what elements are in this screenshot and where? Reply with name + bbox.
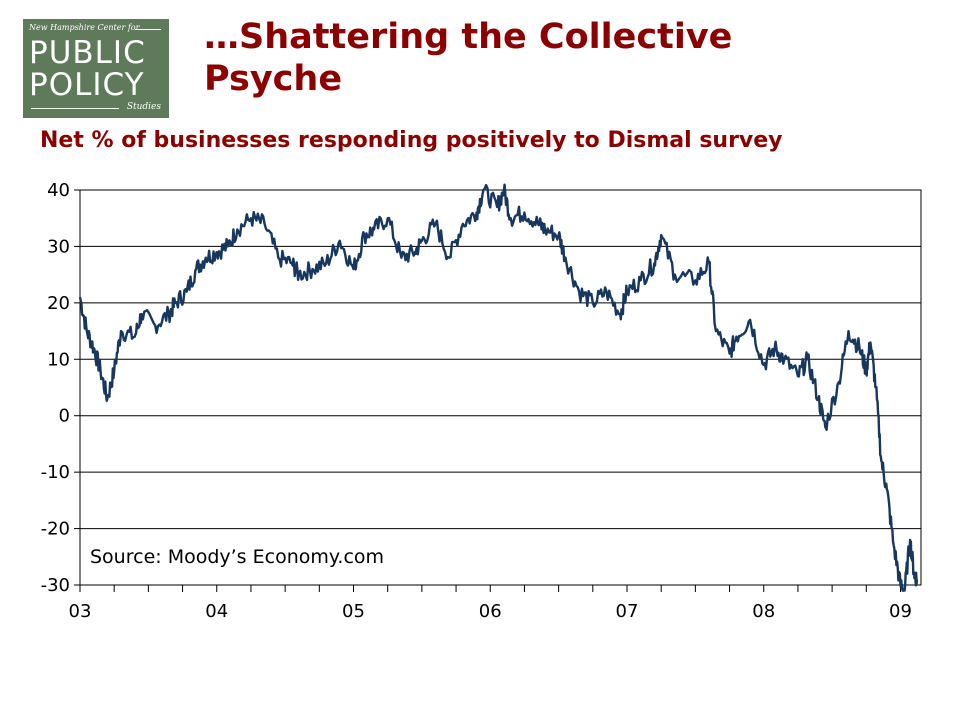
x-tick-label: 09 [889, 601, 912, 622]
x-tick-label: 07 [616, 601, 639, 622]
x-tick-label: 04 [205, 601, 228, 622]
slide-title: …Shattering the Collective Psyche [204, 17, 733, 99]
logo-top-text: New Hampshire Center for [29, 23, 140, 32]
logo-rule-bottom [31, 108, 119, 109]
logo: New Hampshire Center for PUBLIC POLICY S… [23, 19, 169, 118]
y-tick-label: -10 [41, 462, 70, 483]
y-tick-label: 20 [47, 293, 70, 314]
y-tick-label: 30 [47, 236, 70, 257]
y-tick-label: 0 [59, 406, 70, 427]
y-axis: 40 30 20 10 0 -10 -20 -30 [41, 180, 80, 596]
source-annotation: Source: Moody’s Economy.com [90, 546, 384, 568]
y-tick-label: -30 [41, 575, 70, 596]
logo-rule-top [135, 29, 161, 30]
plot-area-frame [79, 189, 922, 586]
chart-gridlines [80, 245, 921, 530]
y-tick-label: 40 [47, 180, 70, 201]
series-line [78, 183, 919, 592]
x-tick-label: 06 [479, 601, 502, 622]
logo-studies: Studies [126, 102, 161, 112]
x-tick-label: 08 [752, 601, 775, 622]
series-group [78, 183, 919, 592]
chart-title: Net % of businesses responding positivel… [40, 128, 783, 153]
x-axis: 03 04 05 06 07 08 09 [69, 585, 912, 622]
x-tick-label: 05 [342, 601, 365, 622]
y-tick-label: 10 [47, 349, 70, 370]
logo-policy: POLICY [29, 67, 145, 103]
logo-public: PUBLIC [29, 35, 146, 71]
x-tick-label: 03 [69, 601, 92, 622]
y-tick-label: -20 [41, 519, 70, 540]
